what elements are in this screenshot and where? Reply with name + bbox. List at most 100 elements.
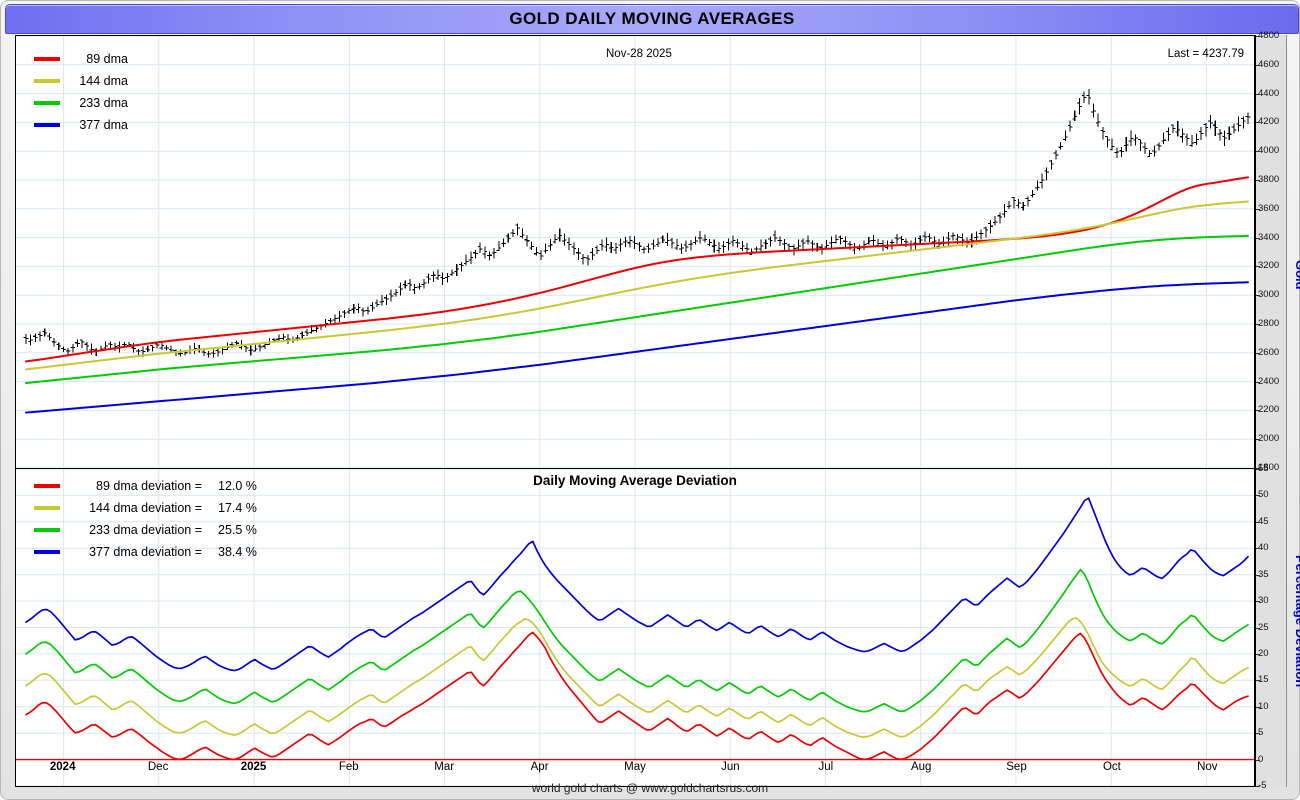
price-tick-label: 3200 <box>1258 260 1280 272</box>
deviation-tick-label: 5 <box>1258 727 1264 739</box>
legend-item: 377 dma <box>34 114 128 136</box>
price-tick-label: 2800 <box>1258 318 1280 329</box>
price-tick-label: 4600 <box>1258 58 1280 70</box>
legend-label-144dma: 144 dma <box>79 74 128 88</box>
deviation-tick-label: 35 <box>1258 568 1269 580</box>
legend-label-377dma: 377 dma <box>79 118 128 132</box>
price-tick-mark <box>1256 237 1260 239</box>
price-tick-mark <box>1256 151 1260 153</box>
price-tick-mark <box>1256 122 1260 124</box>
last-value-label: Last = 4237.79 <box>1167 48 1244 60</box>
price-tick-mark <box>1256 93 1260 95</box>
price-tick-label: 2600 <box>1258 346 1280 358</box>
deviation-tick-mark <box>1256 601 1260 603</box>
price-tick-mark <box>1256 36 1260 37</box>
legend-item: 144 dma deviation = 17.4 % <box>34 497 270 519</box>
legend-swatch-89dma-dev <box>34 484 60 488</box>
deviation-tick-mark <box>1256 680 1260 682</box>
deviation-tick-label: -5 <box>1258 780 1267 791</box>
price-panel[interactable]: Nov-28 2025 Last = 4237.79 89 dma 144 dm… <box>15 35 1255 469</box>
price-tick-mark <box>1256 352 1260 354</box>
deviation-panel[interactable]: Daily Moving Average Deviation 89 dma de… <box>15 468 1255 787</box>
price-tick-mark <box>1256 266 1260 268</box>
deviation-tick-mark <box>1256 627 1260 629</box>
legend-swatch-233dma-dev <box>34 528 60 532</box>
deviation-tick-mark <box>1256 786 1260 787</box>
price-tick-label: 4400 <box>1258 87 1280 99</box>
right-axis-gutter: 1800 2000 2200 2400 2600 2800 3000 3200 3400 3600… <box>1255 30 1287 791</box>
price-tick-label: 3400 <box>1258 231 1280 243</box>
price-tick-mark <box>1256 64 1260 66</box>
deviation-tick-mark <box>1256 733 1260 735</box>
deviation-tick-label: 45 <box>1258 515 1269 527</box>
chart-frame: Nov-28 2025 Last = 4237.79 89 dma 144 dm… <box>15 30 1300 791</box>
footer-credit: world gold charts @ www.goldchartsrus.co… <box>531 781 769 795</box>
legend-label-377dma-dev: 377 dma deviation = <box>89 545 202 559</box>
legend-item: 144 dma <box>34 70 128 92</box>
price-tick-label: 2200 <box>1258 404 1280 416</box>
page-title: GOLD DAILY MOVING AVERAGES <box>509 9 795 28</box>
price-axis-title: Gold <box>1293 260 1300 290</box>
deviation-tick-mark <box>1256 521 1260 523</box>
legend-swatch-144dma <box>34 79 60 83</box>
price-tick-mark <box>1256 208 1260 210</box>
price-tick-label: 3600 <box>1258 202 1280 214</box>
date-stamp: Nov-28 2025 <box>606 48 672 60</box>
price-tick-mark <box>1256 180 1260 181</box>
deviation-legend: 89 dma deviation = 12.0 % 144 dma deviati… <box>34 475 270 563</box>
deviation-tick-label: 25 <box>1258 621 1269 633</box>
legend-item: 89 dma deviation = 12.0 % <box>34 475 270 497</box>
legend-value-144dma-dev: 17.4 % <box>218 501 257 515</box>
price-tick-label: 4000 <box>1258 145 1280 157</box>
price-tick-label: 3000 <box>1258 289 1280 301</box>
price-tick-mark <box>1256 468 1260 469</box>
x-axis-label-may: May <box>624 761 646 773</box>
legend-label-233dma: 233 dma <box>79 96 128 110</box>
deviation-panel-title: Daily Moving Average Deviation <box>533 473 737 488</box>
price-plot-area <box>16 36 1254 468</box>
x-axis-label-2025: 2025 <box>240 761 267 773</box>
deviation-tick-mark <box>1256 653 1260 655</box>
price-tick-label: 2400 <box>1258 375 1280 387</box>
legend-label-89dma-dev: 89 dma deviation = <box>96 479 202 493</box>
legend-swatch-233dma <box>34 101 60 105</box>
deviation-tick-mark <box>1256 469 1260 470</box>
deviation-tick-label: 40 <box>1258 542 1269 554</box>
price-tick-label: 4200 <box>1258 116 1280 128</box>
deviation-tick-label: 0 <box>1258 753 1264 765</box>
x-axis-label-mar: Mar <box>434 761 455 773</box>
legend-label-89dma: 89 dma <box>86 52 128 66</box>
x-axis-label-nov: Nov <box>1197 761 1218 773</box>
deviation-tick-label: 15 <box>1258 674 1269 686</box>
price-plot-svg <box>16 36 1254 468</box>
deviation-tick-mark <box>1256 574 1260 576</box>
x-axis-label-sep: Sep <box>1006 761 1027 773</box>
deviation-tick-label: 20 <box>1258 647 1269 659</box>
legend-swatch-144dma-dev <box>34 506 60 510</box>
legend-value-377dma-dev: 38.4 % <box>218 545 257 559</box>
x-axis: 2024 Dec 2025 Feb Mar Apr May Jun Jul Aug Sep Oct No… <box>15 761 1255 781</box>
deviation-tick-mark <box>1256 495 1260 497</box>
price-tick-mark <box>1256 324 1260 325</box>
x-axis-label-feb: Feb <box>338 761 359 773</box>
legend-item: 233 dma <box>34 92 128 114</box>
legend-label-144dma-dev: 144 dma deviation = <box>89 501 202 515</box>
x-axis-label-aug: Aug <box>910 761 932 773</box>
legend-item: 377 dma deviation = 38.4 % <box>34 541 270 563</box>
price-tick-label: 2000 <box>1258 433 1280 445</box>
deviation-plot-area <box>16 469 1254 786</box>
deviation-tick-label: 50 <box>1258 489 1269 501</box>
deviation-plot-svg <box>16 469 1254 786</box>
price-tick-mark <box>1256 439 1260 441</box>
deviation-tick-label: 55 <box>1258 463 1269 474</box>
price-tick-mark <box>1256 381 1260 383</box>
price-tick-label: 3800 <box>1258 174 1280 185</box>
price-legend: 89 dma 144 dma 233 dma 377 dma <box>34 48 128 136</box>
x-axis-label-2024: 2024 <box>49 761 76 773</box>
legend-label-233dma-dev: 233 dma deviation = <box>89 523 202 537</box>
x-axis-label-jul: Jul <box>818 761 834 773</box>
window-titlebar: GOLD DAILY MOVING AVERAGES <box>5 4 1299 34</box>
price-tick-mark <box>1256 295 1260 297</box>
x-axis-label-jun: Jun <box>721 761 740 773</box>
